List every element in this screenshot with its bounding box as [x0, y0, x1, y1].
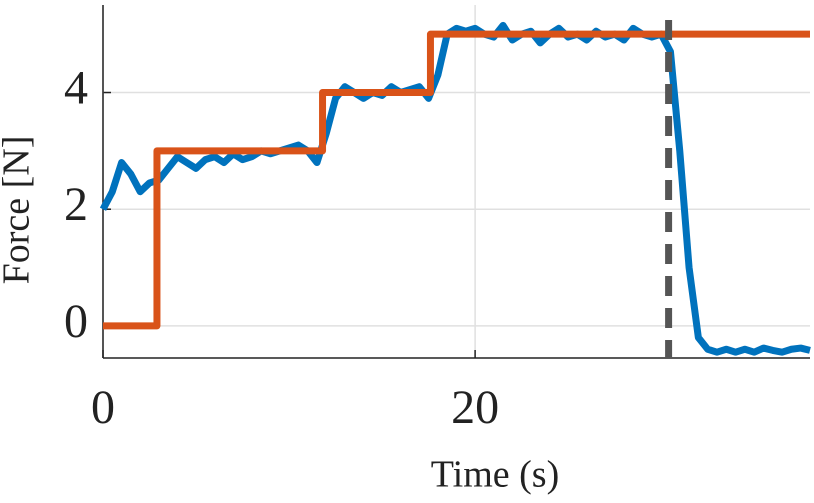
y-tick-label: 0 [64, 295, 88, 348]
y-tick-label: 2 [64, 178, 88, 231]
data-line [99, 21, 811, 356]
y-axis-label: Force [N] [0, 136, 38, 285]
x-tick-label: 0 [91, 381, 115, 434]
y-tick-label: 4 [64, 62, 88, 115]
x-tick-label: 20 [451, 381, 499, 434]
x-axis-label: Time (s) [431, 454, 559, 496]
data-line [103, 30, 810, 330]
